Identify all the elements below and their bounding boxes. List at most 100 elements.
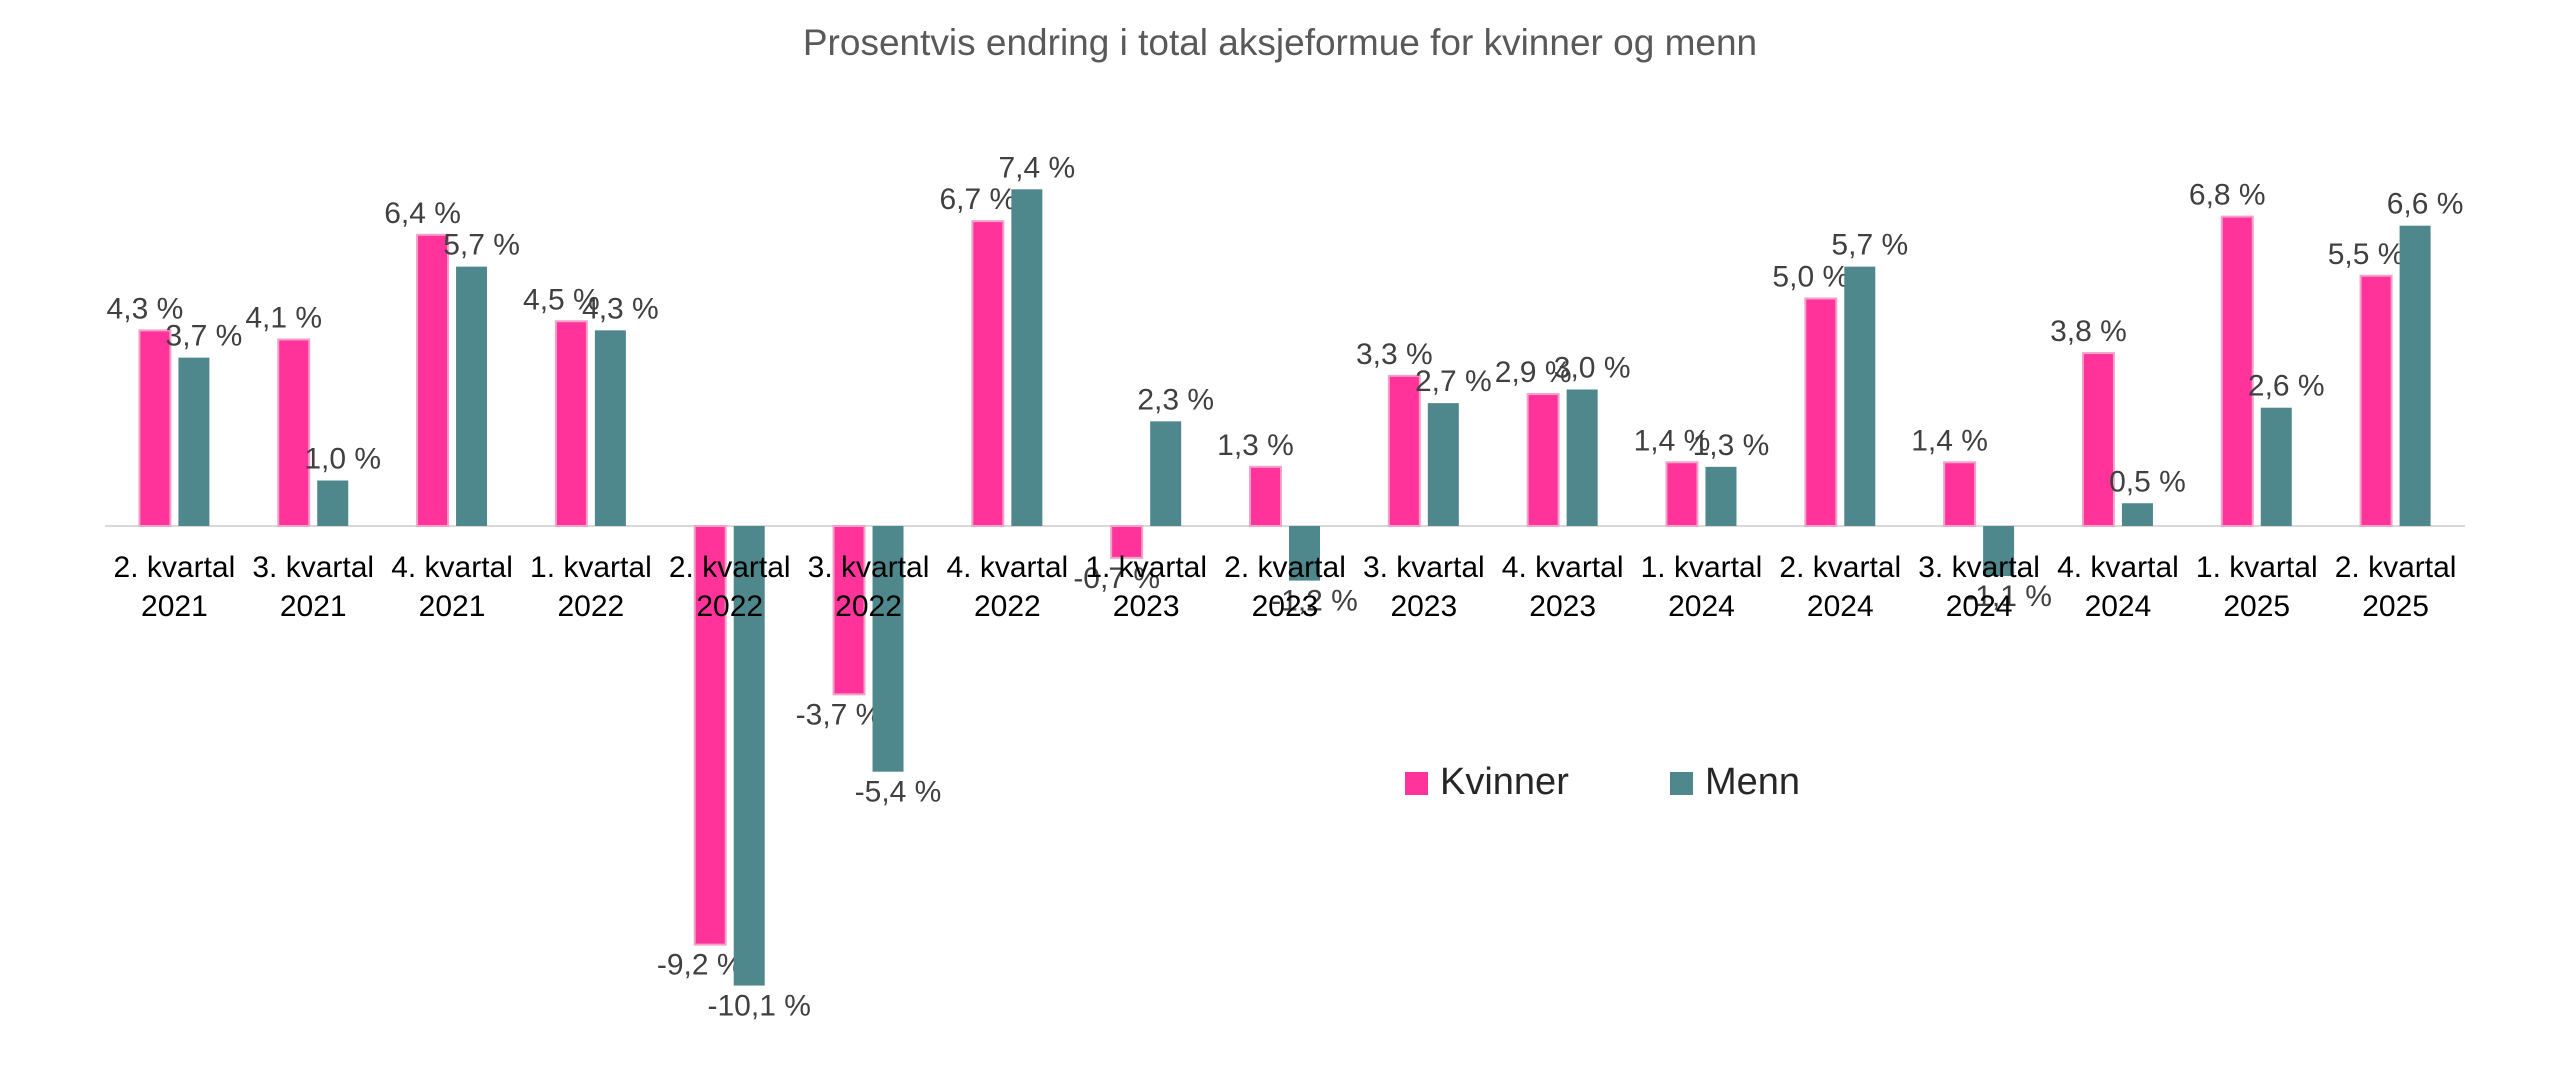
data-label-menn-3: 4,3 % [582,292,659,325]
x-tick-label-1-line1: 3. kvartal [252,551,374,584]
data-label-kvinner-16: 5,5 % [2328,238,2405,271]
bar-menn-8 [1289,526,1320,581]
x-tick-label-2-line1: 4. kvartal [391,551,513,584]
data-label-kvinner-0: 4,3 % [107,292,184,325]
bar-menn-1 [317,480,349,526]
data-label-menn-6: 7,4 % [998,151,1075,184]
data-label-kvinner-13: 1,4 % [1911,424,1988,457]
legend-swatch-kvinner [1405,772,1428,795]
x-tick-label-10-line1: 4. kvartal [1502,551,1624,584]
x-tick-label-13-line1: 3. kvartal [1918,551,2040,584]
bar-kvinner-1 [277,338,311,528]
bar-menn-10 [1566,389,1598,526]
data-label-menn-11: 1,3 % [1693,429,1770,462]
bar-kvinner-14 [2081,352,2115,527]
bar-menn-4 [733,526,765,986]
x-tick-label-14-line2: 2024 [2085,590,2152,623]
data-label-kvinner-11: 1,4 % [1634,424,1711,457]
x-tick-label-1-line2: 2021 [280,590,347,623]
x-tick-label-12-line2: 2024 [1807,590,1874,623]
data-label-menn-8: -1,2 % [1271,585,1358,618]
data-label-kvinner-12: 5,0 % [1772,261,1849,294]
bar-menn-13 [1983,526,2015,577]
x-tick-label-0-line1: 2. kvartal [114,551,236,584]
bar-menn-3 [594,330,626,526]
x-tick-label-10-line2: 2023 [1529,590,1596,623]
x-tick-label-2-line2: 2021 [419,590,486,623]
bar-kvinner-10 [1526,393,1560,527]
bar-kvinner-5 [832,525,866,696]
bar-kvinner-4 [693,525,727,946]
data-label-kvinner-5: -3,7 % [796,698,883,731]
data-label-kvinner-15: 6,8 % [2189,179,2266,212]
x-tick-label-4-line1: 2. kvartal [669,551,791,584]
x-tick-label-15-line1: 1. kvartal [2196,551,2318,584]
data-label-kvinner-7: -0,7 % [1073,562,1160,595]
data-label-kvinner-4: -9,2 % [657,949,744,982]
bar-kvinner-16 [2359,274,2393,527]
bar-menn-5 [872,526,904,772]
bar-kvinner-3 [554,320,588,527]
bar-menn-15 [2260,407,2292,526]
bar-kvinner-0 [138,329,172,527]
x-tick-label-9-line1: 3. kvartal [1363,551,1485,584]
x-tick-label-13-line2: 2024 [1946,590,2013,623]
data-label-menn-10: 3,0 % [1554,352,1631,385]
bar-kvinner-9 [1387,374,1421,527]
bar-menn-6 [1011,189,1043,527]
x-tick-label-11-line2: 2024 [1668,590,1735,623]
x-tick-label-11-line1: 1. kvartal [1641,551,1763,584]
data-label-menn-7: 2,3 % [1137,383,1214,416]
bar-menn-12 [1844,266,1876,526]
x-tick-label-3-line2: 2022 [558,590,625,623]
data-label-menn-2: 5,7 % [443,229,520,262]
data-label-menn-9: 2,7 % [1415,365,1492,398]
bar-kvinner-11 [1665,461,1699,527]
data-label-kvinner-9: 3,3 % [1356,338,1433,371]
data-label-kvinner-6: 6,7 % [939,183,1016,216]
data-label-kvinner-14: 3,8 % [2050,315,2127,348]
x-tick-label-15-line2: 2025 [2223,590,2290,623]
x-tick-label-6-line2: 2022 [974,590,1041,623]
x-tick-label-14-line1: 4. kvartal [2057,551,2179,584]
data-label-menn-14: 0,5 % [2109,465,2186,498]
bar-menn-2 [456,266,488,526]
x-tick-label-7-line2: 2023 [1113,590,1180,623]
bar-kvinner-12 [1804,297,1838,527]
x-tick-label-8-line1: 2. kvartal [1224,551,1346,584]
data-label-menn-12: 5,7 % [1831,229,1908,262]
bar-kvinner-2 [416,233,450,528]
bar-kvinner-15 [2220,215,2254,527]
data-label-kvinner-10: 2,9 % [1495,356,1572,389]
bar-menn-11 [1705,466,1737,526]
x-tick-label-16-line1: 2. kvartal [2335,551,2457,584]
x-tick-label-0-line2: 2021 [141,590,208,623]
x-tick-label-6-line1: 4. kvartal [946,551,1068,584]
bar-menn-14 [2121,503,2153,526]
data-label-menn-5: -5,4 % [855,776,942,809]
bar-kvinner-8 [1249,465,1282,528]
data-label-kvinner-8: 1,3 % [1217,429,1294,462]
bar-menn-9 [1427,403,1459,526]
x-tick-label-12-line1: 2. kvartal [1779,551,1901,584]
x-tick-label-3-line1: 1. kvartal [530,551,652,584]
legend-label-kvinner: Kvinner [1440,761,1569,803]
data-label-kvinner-1: 4,1 % [245,301,322,334]
legend-swatch-menn [1670,772,1693,795]
bar-menn-0 [178,357,210,526]
x-tick-label-5-line2: 2022 [835,590,902,623]
data-label-menn-0: 3,7 % [166,320,243,353]
bar-menn-7 [1150,421,1182,526]
x-tick-label-7-line1: 1. kvartal [1085,551,1207,584]
data-label-menn-4: -10,1 % [708,990,811,1023]
data-label-kvinner-3: 4,5 % [523,283,600,316]
x-tick-label-8-line2: 2023 [1252,590,1319,623]
x-tick-label-5-line1: 3. kvartal [808,551,930,584]
data-label-kvinner-2: 6,4 % [384,197,461,230]
data-label-menn-13: -1,1 % [1965,580,2052,613]
bar-kvinner-13 [1943,461,1977,527]
bar-menn-16 [2399,225,2431,526]
x-tick-label-9-line2: 2023 [1390,590,1457,623]
bar-kvinner-7 [1110,525,1144,559]
